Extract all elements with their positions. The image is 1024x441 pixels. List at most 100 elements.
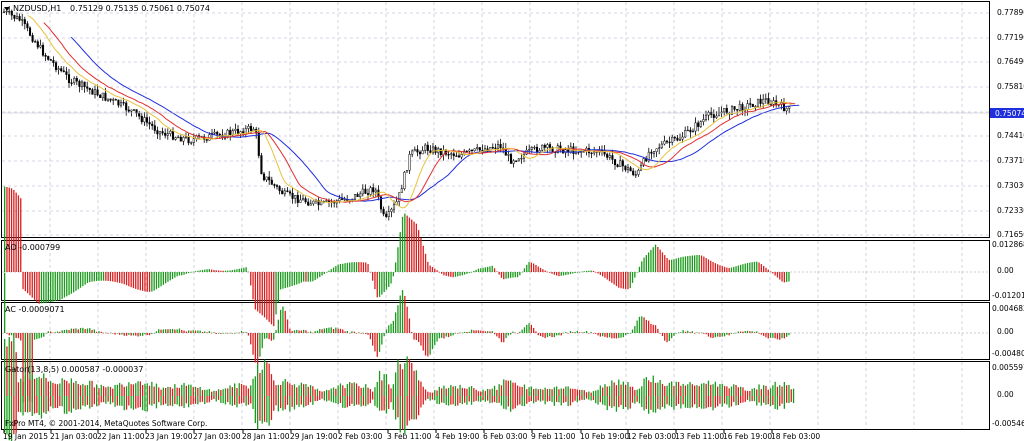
ao-bar [56,272,59,301]
gator-down-bar [608,396,611,407]
gator-up-bar [698,386,700,396]
gator-down-bar [408,396,411,421]
gator-down-bar [54,396,56,408]
ac-bar [328,327,330,333]
ao-bar [390,272,392,284]
gator-down-bar [666,396,668,405]
gator-up-bar [790,389,792,396]
candle-body [504,148,507,156]
ao-bar [645,255,647,272]
ac-bar [544,333,546,339]
gator-down-bar [291,396,293,407]
ao-bar [116,272,118,283]
ac-bar [169,329,171,333]
gator-up-bar [61,378,63,396]
gator-down-bar [280,396,282,409]
gator-up-bar [758,384,760,396]
gator-up-bar [427,391,429,396]
gator-up-bar [475,389,477,396]
ac-bar [89,328,91,333]
ao-bar [572,272,574,274]
ac-bar [521,329,523,333]
gator-down-bar [650,396,652,410]
gator-up-bar [397,359,399,396]
candle-body [104,92,107,101]
current-price-text: 0.75074 [995,109,1024,118]
gator-down-bar [765,396,767,405]
ao-bar [259,272,261,314]
ao-bar [52,272,54,302]
ac-bar [109,332,112,334]
gator-up-bar [675,381,677,396]
ac-bar [22,333,24,403]
ac-bar [303,329,305,333]
gator-up-bar [487,388,489,396]
time-tick: 4 Feb 19:00 [435,432,480,441]
gator-down-bar [680,396,682,409]
ao-bar [781,272,783,282]
gator-up-bar [119,382,121,396]
candle-body [13,14,16,19]
gator-up-bar [661,383,664,396]
ac-bar [27,333,29,403]
gator-down-bar [705,396,707,409]
ao-bar [199,270,201,272]
gator-down-bar [135,396,137,409]
gator-down-bar [728,396,730,408]
gator-down-bar [303,396,305,408]
ac-bar [431,333,434,350]
ao-bar [625,272,627,289]
ao-bar [606,272,608,280]
gator-up-bar [372,391,374,396]
triangle-down-icon[interactable] [4,7,10,11]
ac-bar [190,330,192,333]
gator-up-bar [102,386,105,396]
ac-bar [661,333,664,337]
candle-body [179,136,182,142]
gator-down-bar [284,396,286,410]
ac-bar [342,329,344,333]
ao-bar [512,272,514,278]
gator-down-bar [47,396,49,412]
ao-bar [342,263,344,272]
gator-up-bar [733,384,735,396]
ao-bar [59,272,61,300]
gator-up-bar [399,364,401,396]
gator-down-bar [434,396,436,401]
ao-bar [31,272,33,298]
gator-down-bar [730,396,733,407]
ao-bar [537,266,539,272]
gator-down-bar [151,396,153,406]
ao-bar [427,261,429,272]
ao-bar [208,269,210,272]
gator-up-bar [211,391,213,396]
gator-down-bar [298,396,300,407]
ac-bar [222,333,224,334]
gator-down-bar [774,396,776,409]
gator-up-bar [689,382,691,396]
ao-bar [4,186,6,272]
gator-up-bar [411,362,413,396]
gator-up-bar [330,388,332,396]
candle-body [756,98,760,107]
ac-bar [250,333,252,345]
candle-body [366,193,370,195]
candle-body [23,19,26,24]
gator-up-bar [176,387,178,396]
ao-bar [498,272,500,275]
ac-bar [740,331,742,333]
gator-down-bar [392,396,394,410]
candle-body [712,114,715,118]
gator-down-bar [767,396,769,405]
ao-bar [365,262,367,272]
ac-bar [43,333,45,337]
candle-body [546,144,549,148]
gator-down-bar [588,396,590,400]
candle-body [114,99,117,101]
gator-down-bar [27,396,29,413]
candle-body [340,198,344,200]
gator-down-bar [358,396,360,405]
gator-down-bar [737,396,739,405]
